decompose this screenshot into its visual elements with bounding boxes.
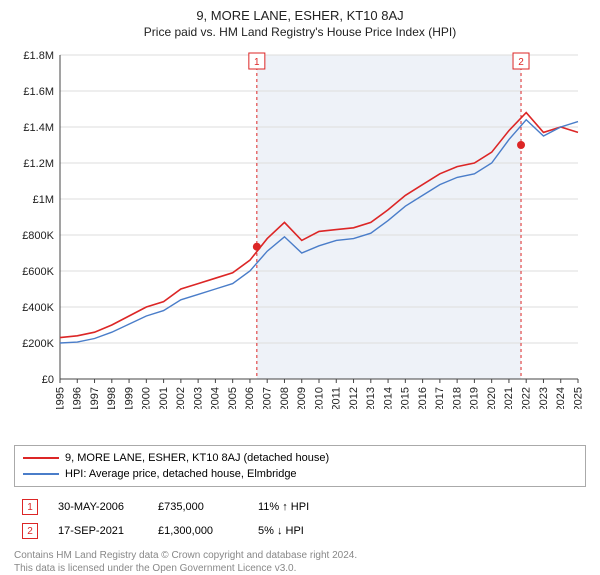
legend-label: HPI: Average price, detached house, Elmb… [65,468,297,480]
svg-text:£1.4M: £1.4M [23,122,54,134]
legend: 9, MORE LANE, ESHER, KT10 8AJ (detached … [14,445,586,487]
marker-date: 17-SEP-2021 [58,525,138,537]
svg-text:£800K: £800K [22,230,54,242]
svg-text:2022: 2022 [521,387,533,409]
svg-text:2015: 2015 [400,387,412,409]
svg-text:1997: 1997 [89,387,101,409]
svg-text:2001: 2001 [158,387,170,409]
svg-text:£200K: £200K [22,338,54,350]
svg-text:2012: 2012 [348,387,360,409]
svg-text:£1.6M: £1.6M [23,86,54,98]
legend-swatch [23,473,59,475]
svg-text:2000: 2000 [141,387,153,409]
svg-text:2014: 2014 [382,387,394,409]
svg-text:2008: 2008 [279,387,291,409]
legend-item-hpi: HPI: Average price, detached house, Elmb… [23,466,577,482]
svg-text:1996: 1996 [72,387,84,409]
chart-title: 9, MORE LANE, ESHER, KT10 8AJ [14,8,586,23]
svg-text:2006: 2006 [244,387,256,409]
svg-text:£1M: £1M [33,194,54,206]
marker-delta: 11% ↑ HPI [258,501,338,513]
svg-text:2024: 2024 [555,387,567,409]
svg-text:2021: 2021 [503,387,515,409]
copyright-text: Contains HM Land Registry data © Crown c… [14,549,586,575]
svg-text:2017: 2017 [434,387,446,409]
svg-text:1998: 1998 [106,387,118,409]
chart-container: 9, MORE LANE, ESHER, KT10 8AJ Price paid… [0,0,600,560]
svg-text:2007: 2007 [262,387,274,409]
svg-text:2016: 2016 [417,387,429,409]
marker-row-1: 1 30-MAY-2006 £735,000 11% ↑ HPI [14,495,586,519]
marker-square-1: 1 [22,499,38,515]
svg-text:2018: 2018 [451,387,463,409]
legend-label: 9, MORE LANE, ESHER, KT10 8AJ (detached … [65,452,329,464]
marker-table: 1 30-MAY-2006 £735,000 11% ↑ HPI 2 17-SE… [14,495,586,543]
svg-text:2004: 2004 [210,387,222,409]
line-chart: £0 £200K £400K £600K £800K £1M £1.2M £1.4M £1.6M… [14,49,586,409]
legend-item-property: 9, MORE LANE, ESHER, KT10 8AJ (detached … [23,450,577,466]
svg-text:1999: 1999 [123,387,135,409]
marker-price: £1,300,000 [158,525,238,537]
svg-text:2: 2 [518,57,524,68]
plot-area: £0 £200K £400K £600K £800K £1M £1.2M £1.4M £1.6M… [14,49,586,409]
legend-swatch [23,457,59,459]
svg-text:2002: 2002 [175,387,187,409]
svg-text:£1.2M: £1.2M [23,158,54,170]
chart-subtitle: Price paid vs. HM Land Registry's House … [14,25,586,39]
svg-text:1: 1 [254,57,260,68]
svg-text:2020: 2020 [486,387,498,409]
svg-text:2005: 2005 [227,387,239,409]
marker-square-2: 2 [22,523,38,539]
svg-text:2009: 2009 [296,387,308,409]
svg-text:£400K: £400K [22,302,54,314]
svg-text:£1.8M: £1.8M [23,50,54,62]
marker-delta: 5% ↓ HPI [258,525,338,537]
svg-text:2010: 2010 [313,387,325,409]
svg-text:£0: £0 [42,374,54,386]
marker-row-2: 2 17-SEP-2021 £1,300,000 5% ↓ HPI [14,519,586,543]
svg-text:2019: 2019 [469,387,481,409]
svg-text:£600K: £600K [22,266,54,278]
marker-date: 30-MAY-2006 [58,501,138,513]
svg-text:2025: 2025 [572,387,584,409]
svg-text:1995: 1995 [54,387,66,409]
svg-text:2013: 2013 [365,387,377,409]
marker-price: £735,000 [158,501,238,513]
svg-text:2023: 2023 [538,387,550,409]
svg-text:2003: 2003 [192,387,204,409]
svg-text:2011: 2011 [331,387,343,409]
